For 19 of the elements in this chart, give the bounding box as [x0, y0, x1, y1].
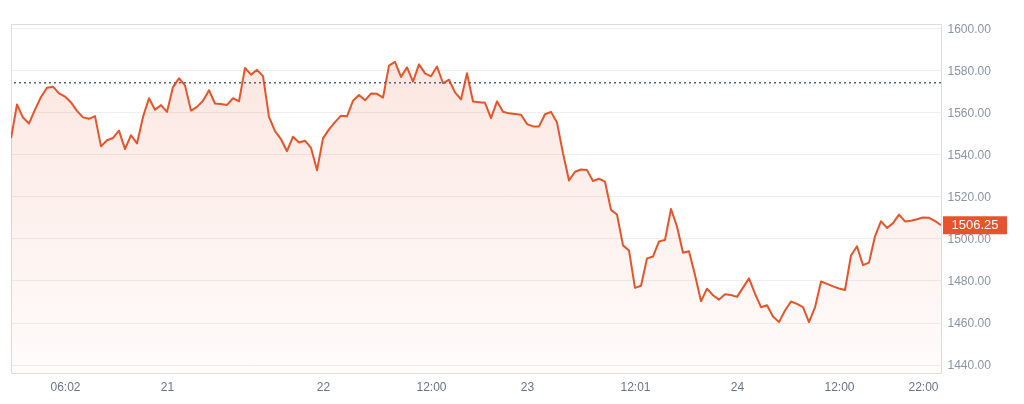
- x-tick-label: 24: [730, 379, 745, 394]
- y-tick-label: 1560.00: [947, 105, 992, 120]
- text: 1506.25: [951, 217, 999, 233]
- y-tick-label: 1440.00: [947, 358, 992, 373]
- x-tick-label: 06:02: [50, 379, 81, 394]
- x-tick-label: 22: [316, 379, 331, 394]
- x-tick-label: 21: [160, 379, 175, 394]
- x-tick-label: 12:00: [824, 379, 855, 394]
- x-tick-label: 12:00: [416, 379, 447, 394]
- y-tick-label: 1460.00: [947, 316, 992, 331]
- y-tick-label: 1480.00: [947, 273, 992, 288]
- x-tick-label: 22:00: [908, 379, 939, 394]
- y-tick-label: 1580.00: [947, 63, 992, 78]
- x-tick-label: 23: [520, 379, 535, 394]
- y-tick-label: 1520.00: [947, 189, 992, 204]
- y-tick-label: 1600.00: [947, 21, 992, 36]
- y-tick-label: 1500.00: [947, 231, 992, 246]
- y-tick-label: 1540.00: [947, 147, 992, 162]
- x-tick-label: 12:01: [620, 379, 651, 394]
